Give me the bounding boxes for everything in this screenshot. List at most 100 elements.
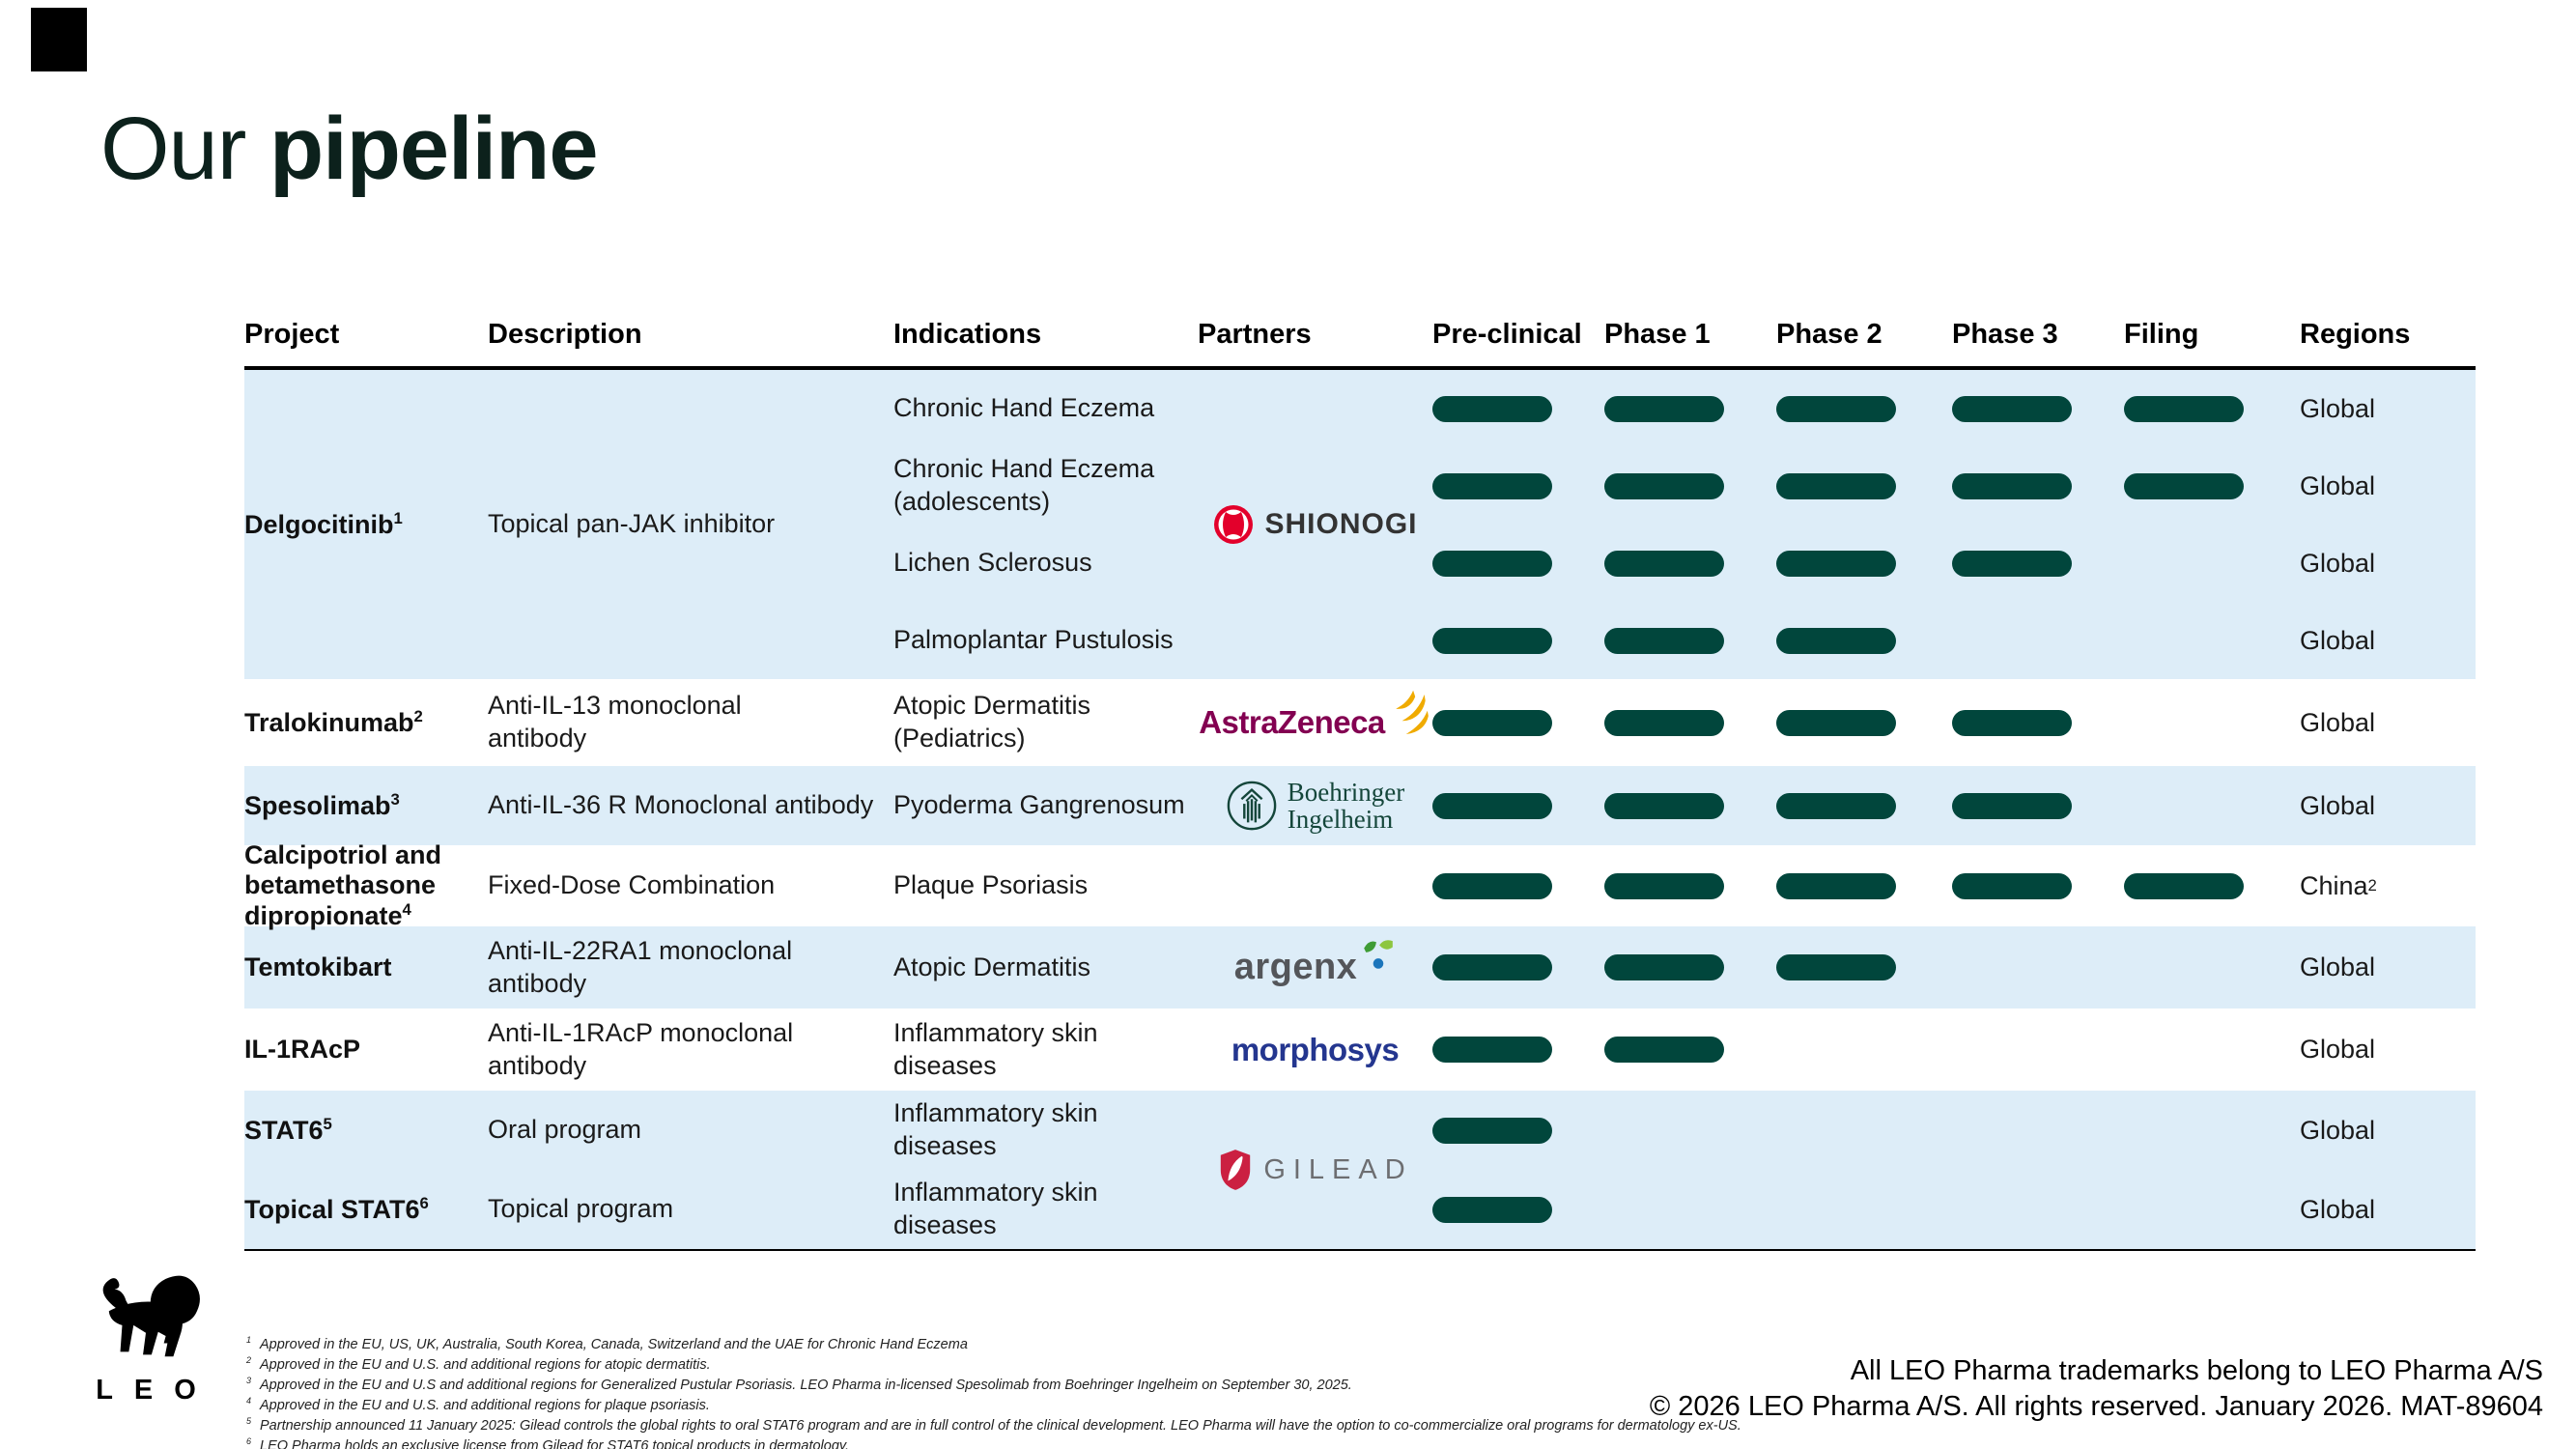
column-header-description: Description — [488, 319, 642, 350]
page-title: Our pipeline — [100, 99, 599, 198]
astrazeneca-wordmark: AstraZeneca — [1199, 704, 1385, 740]
indication-label: Pyoderma Gangrenosum — [893, 766, 1198, 845]
leo-lion-icon — [102, 1275, 200, 1357]
label-text: Calcipotriol and betamethasone dipropion… — [244, 839, 442, 931]
label-text: Global — [2300, 625, 2376, 655]
phase-progress-bar — [1604, 627, 1724, 654]
phase-bar-cell — [1776, 845, 1952, 926]
phase-progress-bar — [1604, 550, 1724, 577]
gilead-wordmark: GILEAD — [1263, 1153, 1413, 1185]
project-name: Spesolimab3 — [244, 766, 488, 845]
partner-logo-shionogi: SHIONOGI — [1212, 503, 1417, 546]
footnotes: 1 Approved in the EU, US, UK, Australia, … — [246, 1335, 1741, 1449]
footnote-text: Approved in the EU and U.S and additiona… — [260, 1377, 1352, 1393]
title-bold: pipeline — [269, 99, 599, 198]
footnote-line: 3 Approved in the EU and U.S and addition… — [246, 1376, 1741, 1394]
phase-bar-cell — [1432, 1091, 1604, 1170]
pipeline-group: Spesolimab3 Anti-IL-36 R Monoclonal antib… — [244, 766, 2476, 845]
phase-progress-bar — [1952, 472, 2072, 499]
column-header-project: Project — [244, 319, 340, 350]
phase-bar-cell — [1432, 1170, 1604, 1249]
region-label: Global — [2300, 1009, 2476, 1091]
description-text: Anti-IL-13 monoclonal antibody — [488, 691, 742, 753]
trademark-line: All LEO Pharma trademarks belong to LEO … — [1850, 1354, 2543, 1386]
label-text: Tralokinumab — [244, 707, 414, 737]
footnote-text: Approved in the EU and U.S. and addition… — [260, 1356, 711, 1373]
label-text: STAT6 — [244, 1115, 324, 1145]
phase-bar-cell — [1604, 370, 1776, 447]
pipeline-group: Tralokinumab2 Anti-IL-13 monoclonal antib… — [244, 679, 2476, 766]
pipeline-group: Delgocitinib1 Topical pan-JAK inhibitor SH… — [244, 370, 2476, 679]
morphosys-wordmark: morphosys — [1231, 1031, 1400, 1067]
region-label: Global — [2300, 679, 2476, 766]
phase-progress-bar — [1952, 792, 2072, 819]
footnote-line: 5 Partnership announced 11 January 2025: … — [246, 1416, 1741, 1435]
project-name-text: Topical STAT66 — [244, 1194, 429, 1225]
partner-cell: AstraZeneca — [1198, 679, 1432, 766]
description-text: Fixed-Dose Combination — [488, 870, 776, 900]
partner-logo-astrazeneca: AstraZeneca — [1199, 690, 1431, 741]
region-label: Global — [2300, 926, 2476, 1009]
column-header-regions: Regions — [2300, 319, 2411, 350]
pipeline-group: IL-1RAcP Anti-IL-1RAcP monoclonal antibod… — [244, 1009, 2476, 1091]
indication-text: Inflammatory skin diseases — [893, 1017, 1098, 1080]
phase-bar-cell — [1432, 370, 1604, 447]
phase-progress-bar — [1776, 709, 1896, 736]
phase-progress-bar — [2124, 872, 2244, 899]
phase-progress-bar — [1604, 792, 1724, 819]
footnote-text: Partnership announced 11 January 2025: G… — [260, 1417, 1741, 1434]
project-description: Topical program — [488, 1170, 893, 1249]
project-name-text: Temtokibart — [244, 952, 392, 982]
indication-text: Chronic Hand Eczema (adolescents) — [893, 454, 1155, 516]
phase-progress-bar — [1432, 1117, 1552, 1144]
phase-bar-cell — [1604, 447, 1776, 525]
region-label: Global — [2300, 1091, 2476, 1170]
pipeline-group: GILEAD STAT65 Oral program Inflammatory ski… — [244, 1091, 2476, 1249]
column-header-phase-1: Phase 1 — [1604, 319, 1711, 350]
phase-progress-bar — [1432, 395, 1552, 422]
label-text: Global — [2300, 393, 2376, 423]
phase-progress-bar — [1432, 954, 1552, 980]
label-text: IL-1RAcP — [244, 1034, 361, 1064]
phase-bar-cell — [1952, 370, 2124, 447]
phase-bar-cell — [1432, 1009, 1604, 1091]
description-text: Anti-IL-22RA1 monoclonal antibody — [488, 935, 793, 998]
indication-text: Inflammatory skin diseases — [893, 1178, 1098, 1239]
project-description: Oral program — [488, 1091, 893, 1170]
argenx-icon — [1364, 939, 1394, 969]
phase-progress-bar — [1604, 709, 1724, 736]
project-name-text: STAT65 — [244, 1115, 332, 1146]
phase-bar-cell — [1776, 525, 1952, 602]
partner-cell: SHIONOGI — [1198, 370, 1432, 679]
indication-label: Palmoplantar Pustulosis — [893, 602, 1198, 679]
label-text: Global — [2300, 952, 2376, 981]
column-header-filing: Filing — [2124, 319, 2199, 350]
copyright-line: © 2026 LEO Pharma A/S. All rights reserv… — [1649, 1391, 2543, 1423]
partner-cell: GILEAD — [1198, 1091, 1432, 1249]
label-text: Temtokibart — [244, 952, 392, 981]
phase-bar-cell — [1952, 447, 2124, 525]
phase-progress-bar — [1432, 1037, 1552, 1063]
indication-label: Inflammatory skin diseases — [893, 1009, 1198, 1091]
phase-progress-bar — [1776, 395, 1896, 422]
footnote-number: 5 — [246, 1415, 251, 1426]
phase-progress-bar — [1432, 792, 1552, 819]
phase-progress-bar — [1432, 472, 1552, 499]
region-label: Global — [2300, 447, 2476, 525]
description-text: Oral program — [488, 1115, 642, 1145]
footnote-ref: 3 — [390, 789, 400, 809]
phase-progress-bar — [1776, 792, 1896, 819]
pipeline-group: Temtokibart Anti-IL-22RA1 monoclonal anti… — [244, 926, 2476, 1009]
footnote-number: 2 — [246, 1354, 251, 1365]
project-description: Anti-IL-36 R Monoclonal antibody — [488, 766, 893, 845]
phase-bar-cell — [1604, 525, 1776, 602]
phase-progress-bar — [1952, 395, 2072, 422]
project-description: Anti-IL-1RAcP monoclonal antibody — [488, 1009, 893, 1091]
phase-progress-bar — [1952, 550, 2072, 577]
project-description: Anti-IL-22RA1 monoclonal antibody — [488, 926, 893, 1009]
phase-bar-cell — [1604, 926, 1776, 1009]
indication-label: Inflammatory skin diseases — [893, 1170, 1198, 1249]
partner-logo-morphosys: morphosys — [1231, 1031, 1400, 1068]
indication-text: Chronic Hand Eczema — [893, 393, 1155, 423]
footnote-text: Approved in the EU and U.S. and addition… — [260, 1397, 710, 1413]
